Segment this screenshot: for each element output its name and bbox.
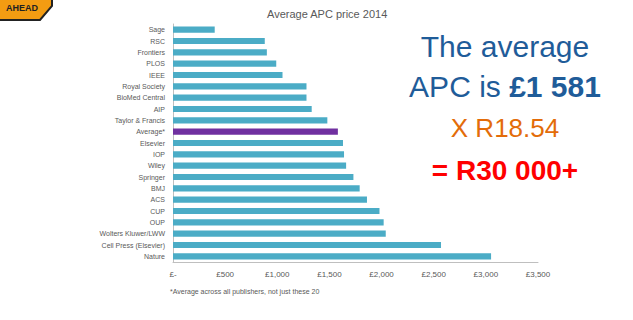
svg-text:APC is: APC is — [409, 70, 509, 103]
svg-text:The average: The average — [421, 30, 589, 63]
svg-text:Wolters Kluwer/LWW: Wolters Kluwer/LWW — [100, 230, 166, 237]
svg-text:£500: £500 — [216, 270, 234, 279]
svg-text:CUP: CUP — [150, 208, 165, 215]
svg-text:Elsevier: Elsevier — [140, 140, 166, 147]
svg-text:£3,000: £3,000 — [474, 270, 499, 279]
svg-text:Average*: Average* — [136, 128, 165, 136]
svg-text:AIP: AIP — [154, 106, 166, 113]
svg-text:£3,500: £3,500 — [526, 270, 551, 279]
svg-text:£1 581: £1 581 — [509, 70, 601, 103]
svg-text:RSC: RSC — [150, 38, 165, 45]
svg-text:= R30 000+: = R30 000+ — [432, 155, 578, 186]
svg-text:Taylor & Francis: Taylor & Francis — [115, 117, 166, 125]
svg-text:£2,000: £2,000 — [369, 270, 394, 279]
svg-text:PLOS: PLOS — [146, 60, 165, 67]
svg-text:BioMed Central: BioMed Central — [117, 94, 166, 101]
svg-text:AHEAD: AHEAD — [6, 3, 39, 13]
svg-text:ACS: ACS — [151, 196, 166, 203]
svg-text:Sage: Sage — [149, 26, 165, 34]
svg-text:IEEE: IEEE — [149, 72, 165, 79]
svg-text:£1,000: £1,000 — [265, 270, 290, 279]
svg-text:Frontiers: Frontiers — [137, 49, 165, 56]
svg-text:X R18.54: X R18.54 — [451, 113, 559, 143]
svg-text:Wiley: Wiley — [148, 162, 166, 170]
svg-text:OUP: OUP — [150, 219, 166, 226]
svg-text:*Average across all publishers: *Average across all publishers, not just… — [170, 288, 319, 296]
svg-text:Average APC price 2014: Average APC price 2014 — [267, 8, 387, 20]
svg-text:£-: £- — [169, 270, 176, 279]
svg-text:£1,500: £1,500 — [317, 270, 342, 279]
svg-text:Nature: Nature — [144, 253, 165, 260]
svg-text:BMJ: BMJ — [151, 185, 165, 192]
svg-text:IOP: IOP — [153, 151, 165, 158]
svg-text:Cell Press (Elsevier): Cell Press (Elsevier) — [102, 242, 165, 250]
svg-text:Springer: Springer — [139, 174, 166, 182]
svg-text:£2,500: £2,500 — [421, 270, 446, 279]
svg-text:Royal Society: Royal Society — [122, 83, 165, 91]
